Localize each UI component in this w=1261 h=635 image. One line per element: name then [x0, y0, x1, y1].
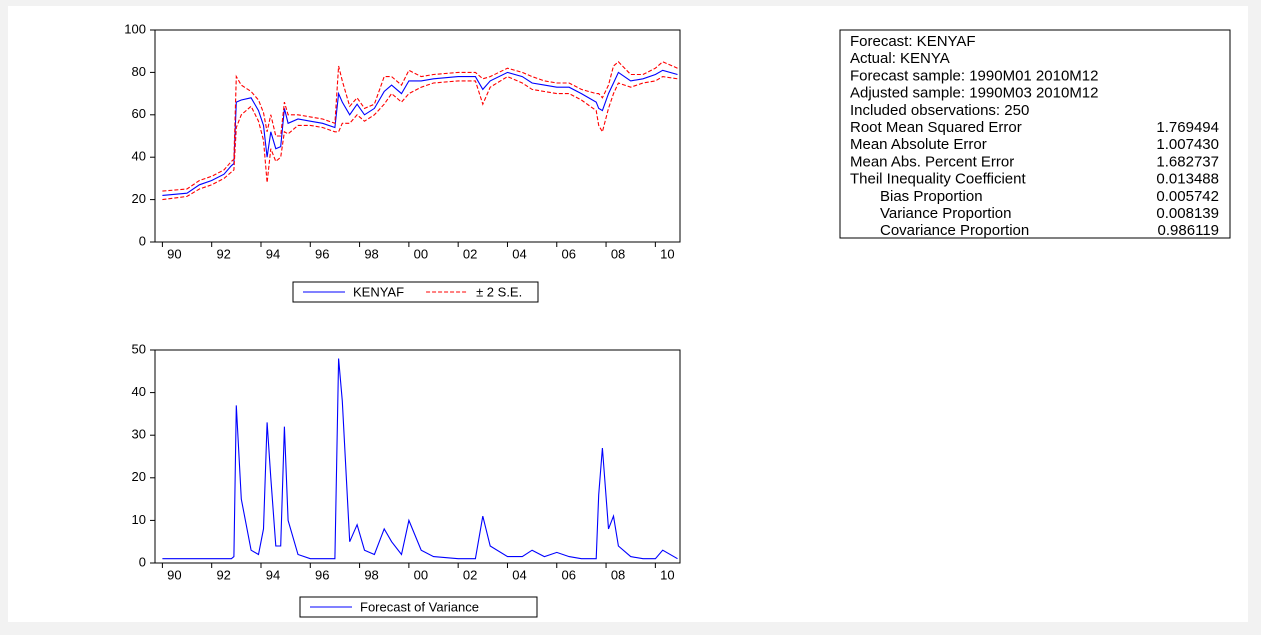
x-tick-label: 92: [216, 246, 230, 261]
y-tick-label: 20: [132, 469, 146, 484]
stats-label: Forecast sample: 1990M01 2010M12: [850, 67, 1098, 84]
x-tick-label: 92: [216, 567, 230, 582]
legend-label: KENYAF: [353, 284, 404, 299]
x-tick-label: 06: [562, 567, 576, 582]
stats-label: Included observations: 250: [850, 102, 1029, 119]
x-tick-label: 98: [364, 246, 378, 261]
x-tick-label: 06: [562, 246, 576, 261]
stats-label: Mean Abs. Percent Error: [850, 153, 1014, 170]
series-line: [162, 69, 678, 196]
x-tick-label: 96: [315, 567, 329, 582]
y-tick-label: 60: [132, 106, 146, 121]
stats-value: 1.769494: [1156, 119, 1219, 136]
x-tick-label: 04: [512, 246, 526, 261]
stats-value: 0.008139: [1156, 205, 1219, 222]
y-tick-label: 40: [132, 149, 146, 164]
stats-label: Mean Absolute Error: [850, 136, 987, 153]
x-tick-label: 10: [660, 567, 674, 582]
y-tick-label: 40: [132, 384, 146, 399]
legend-label: ± 2 S.E.: [476, 284, 522, 299]
series-line: [162, 75, 678, 201]
y-tick-label: 80: [132, 64, 146, 79]
x-tick-label: 02: [463, 567, 477, 582]
y-tick-label: 50: [132, 341, 146, 356]
stats-value: 0.013488: [1156, 171, 1219, 188]
y-tick-label: 10: [132, 512, 146, 527]
x-tick-label: 94: [266, 567, 280, 582]
y-tick-label: 0: [139, 233, 146, 248]
stats-label: Adjusted sample: 1990M03 2010M12: [850, 85, 1099, 102]
x-tick-label: 10: [660, 246, 674, 261]
stats-label: Variance Proportion: [880, 205, 1011, 222]
y-tick-label: 30: [132, 427, 146, 442]
x-tick-label: 96: [315, 246, 329, 261]
x-tick-label: 08: [611, 567, 625, 582]
x-tick-label: 02: [463, 246, 477, 261]
x-tick-label: 08: [611, 246, 625, 261]
legend-box: [292, 281, 539, 303]
stats-label: Root Mean Squared Error: [850, 119, 1022, 136]
x-tick-label: 90: [167, 246, 181, 261]
x-tick-label: 90: [167, 567, 181, 582]
stats-box: [839, 29, 1231, 239]
stats-value: 0.005742: [1156, 188, 1219, 205]
stats-value: 0.986119: [1158, 222, 1219, 239]
x-tick-label: 04: [512, 567, 526, 582]
stats-value: 1.682737: [1156, 153, 1219, 170]
plot-area: [154, 29, 681, 243]
legend-label: Forecast of Variance: [360, 599, 479, 614]
series-line: [162, 61, 678, 192]
series-line: [162, 358, 678, 560]
stats-label: Actual: KENYA: [850, 50, 950, 67]
x-tick-label: 98: [364, 567, 378, 582]
x-tick-label: 94: [266, 246, 280, 261]
legend-box: [299, 596, 538, 618]
stats-label: Covariance Proportion: [880, 222, 1029, 239]
stats-label: Theil Inequality Coefficient: [850, 171, 1026, 188]
y-tick-label: 20: [132, 191, 146, 206]
plot-area: [154, 349, 681, 564]
x-tick-label: 00: [414, 567, 428, 582]
x-tick-label: 00: [414, 246, 428, 261]
y-tick-label: 0: [139, 554, 146, 569]
stats-label: Forecast: KENYAF: [850, 33, 976, 50]
stats-value: 1.007430: [1156, 136, 1219, 153]
y-tick-label: 100: [124, 21, 146, 36]
stats-label: Bias Proportion: [880, 188, 983, 205]
